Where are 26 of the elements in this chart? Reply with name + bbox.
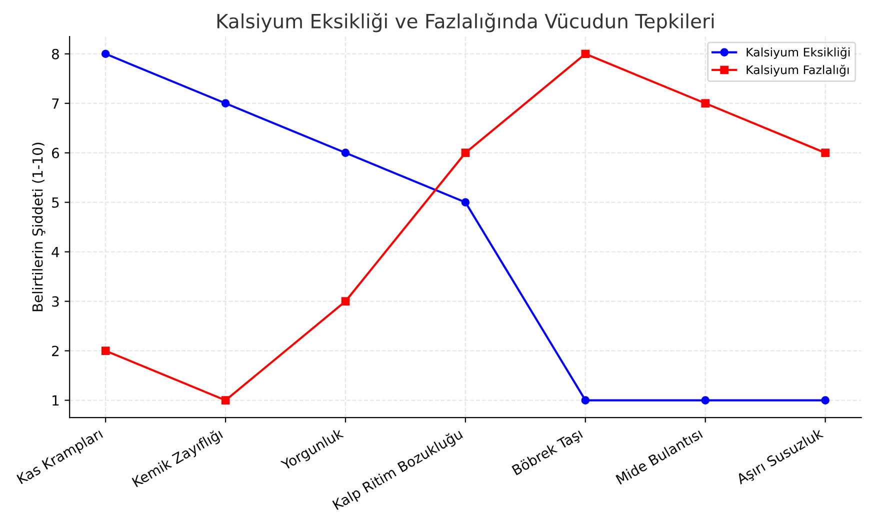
point — [581, 50, 590, 58]
point — [461, 198, 470, 206]
legend-label: Kalsiyum Fazlalığı — [746, 64, 849, 77]
point — [221, 396, 230, 404]
y-tick-label: 3 — [52, 296, 59, 307]
y-tick-label: 2 — [52, 346, 58, 356]
point — [461, 148, 470, 158]
y-tick-label: 6 — [52, 148, 60, 158]
point — [701, 99, 710, 108]
y-tick-label: 4 — [52, 246, 60, 258]
y-tick-label: 5 — [52, 197, 59, 208]
y-tick-label: 8 — [52, 48, 59, 60]
point — [821, 396, 830, 404]
point — [341, 148, 350, 158]
point — [101, 346, 110, 355]
point — [821, 148, 830, 158]
legend-label: Kalsiyum Eksikliği — [746, 47, 850, 59]
point — [581, 396, 590, 404]
point — [221, 99, 230, 108]
point — [701, 396, 710, 404]
point — [341, 297, 350, 306]
y-tick-label: 1 — [52, 395, 59, 406]
point — [101, 50, 110, 58]
y-axis-title: Belirtilerin Şiddeti (1-10) — [32, 142, 46, 312]
y-tick-label: 7 — [52, 98, 59, 109]
chart-title: Kalsiyum Eksikliği ve Fazlalığında Vücudun Tepkileri — [217, 12, 714, 32]
